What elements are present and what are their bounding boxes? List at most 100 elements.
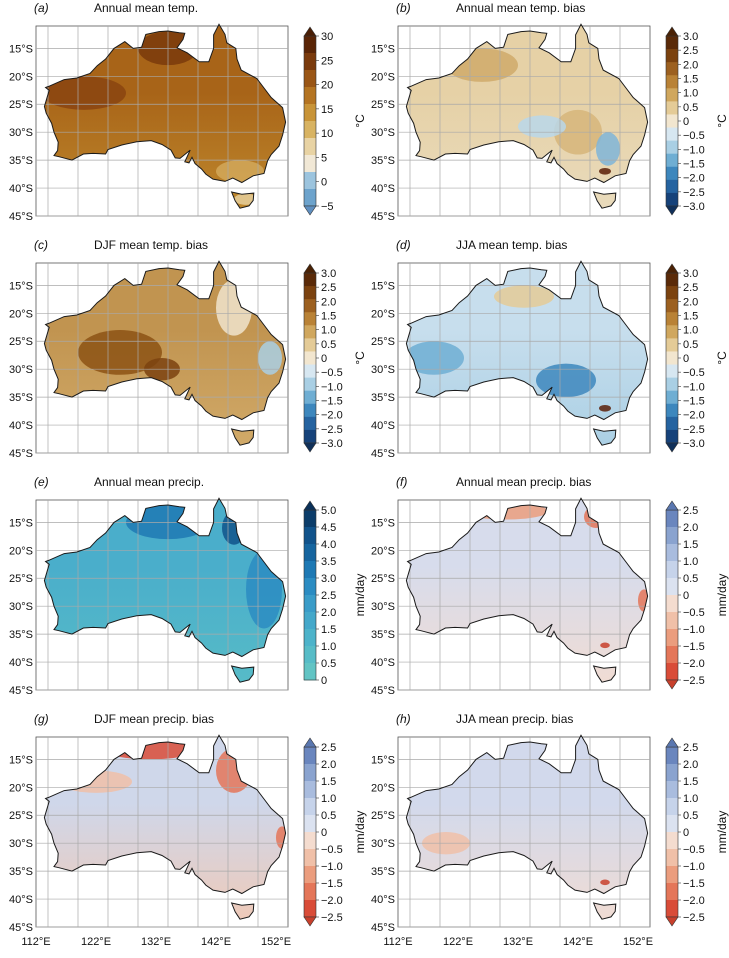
colorbar-segment: [666, 527, 678, 545]
coastline-tasmania: [230, 191, 255, 209]
panel-c: 15°S 20°S 25°S 30°S 35°S 40°S 45°S (c) DJF mean …: [9, 238, 367, 460]
colorbar-tick-label: 10: [321, 128, 333, 140]
field-anomaly: [600, 642, 610, 649]
colorbar-segment: [666, 127, 678, 142]
lat-tick-label: 35°S: [9, 155, 33, 167]
colorbar-segment: [304, 578, 316, 596]
lat-tick-label: 30°S: [9, 127, 33, 139]
colorbar-segment: [304, 377, 316, 392]
colorbar-segment: [304, 364, 316, 379]
colorbar-tick-label: 1.5: [321, 311, 336, 323]
panel-e: 15°S 20°S 25°S 30°S 35°S 40°S 45°S (e) Annual me…: [9, 475, 367, 697]
colorbar-segment: [666, 36, 678, 50]
lat-tick-label: 15°S: [9, 280, 33, 292]
lat-tick-label: 25°S: [371, 810, 395, 822]
colorbar-segment: [666, 510, 678, 528]
colorbar-segment: [304, 900, 316, 918]
colorbar-extend-max: [665, 263, 679, 274]
colorbar-tick-label: 0.5: [321, 339, 336, 351]
colorbar-extend-min: [665, 205, 679, 216]
colorbar: 2.5 2.0 1.5 1.0 0.5 0 −0.5 −1.0 −1.5 −2.0 −2.5 mm/d…: [665, 737, 729, 927]
lat-tick-label: 45°S: [371, 685, 395, 697]
lat-tick-label: 40°S: [371, 183, 395, 195]
colorbar-extend-max: [303, 737, 317, 748]
field-anomaly: [518, 115, 566, 138]
colorbar-segment: [666, 595, 678, 613]
colorbar-unit-label: mm/day: [353, 811, 367, 854]
colorbar-tick-label: 1.0: [683, 88, 698, 100]
colorbar-tick-label: 1.0: [321, 641, 336, 653]
colorbar-segment: [304, 390, 316, 405]
colorbar-segment: [666, 75, 678, 89]
colorbar-segment: [666, 798, 678, 816]
colorbar-segment: [666, 390, 678, 405]
panel-g: 15°S 20°S 25°S 30°S 35°S 40°S 45°S 112°E 122°E 13…: [9, 712, 367, 948]
colorbar-segment: [304, 36, 316, 54]
colorbar-tick-label: 1.5: [321, 624, 336, 636]
colorbar-tick-label: −1.0: [683, 861, 705, 873]
lat-tick-label: 40°S: [9, 894, 33, 906]
lat-tick-label: 15°S: [9, 754, 33, 766]
lat-tick-label: 45°S: [371, 448, 395, 460]
colorbar-segment: [304, 312, 316, 326]
panel-label: (e): [34, 475, 49, 489]
colorbar-segment: [304, 299, 316, 313]
colorbar-segment: [304, 286, 316, 300]
lat-tick-label: 20°S: [371, 308, 395, 320]
colorbar-tick-label: −2.5: [683, 912, 705, 924]
lon-tick-label: 142°E: [563, 936, 593, 948]
panel-title: Annual mean precip. bias: [456, 475, 591, 489]
colorbar-tick-label: 1.0: [321, 793, 336, 805]
panel-title: Annual mean precip.: [94, 475, 204, 489]
colorbar-extend-min: [665, 916, 679, 927]
colorbar-tick-label: −1.5: [321, 396, 343, 408]
colorbar-tick-label: −2.5: [683, 187, 705, 199]
lat-tick-label: 20°S: [9, 782, 33, 794]
colorbar-segment: [666, 88, 678, 102]
lat-tick-label: 35°S: [371, 155, 395, 167]
colorbar-segment: [304, 527, 316, 545]
lat-tick-label: 20°S: [9, 71, 33, 83]
colorbar-segment: [304, 798, 316, 816]
coastline-tasmania: [230, 428, 255, 446]
colorbar-extend-min: [303, 205, 317, 216]
colorbar-extend-min: [665, 442, 679, 453]
colorbar-segment: [666, 629, 678, 647]
colorbar: 2.5 2.0 1.5 1.0 0.5 0 −0.5 −1.0 −1.5 −2.0 −2.5 mm/d…: [303, 737, 367, 927]
lat-tick-label: 40°S: [9, 657, 33, 669]
colorbar-segment: [304, 53, 316, 71]
colorbar-segment: [304, 595, 316, 613]
lat-tick-label: 45°S: [9, 211, 33, 223]
colorbar: 5.0 4.5 4.0 3.5 3.0 2.5 2.0 1.5 1.0 0.5 0 mm/day: [303, 500, 367, 687]
colorbar-segment: [666, 403, 678, 418]
colorbar-tick-label: 1.5: [683, 776, 698, 788]
panel-b: 15°S 20°S 25°S 30°S 35°S 40°S 45°S (b) Annual me…: [371, 1, 729, 223]
colorbar-tick-label: 0.5: [321, 810, 336, 822]
panel-label: (h): [396, 712, 411, 726]
colorbar-unit-label: mm/day: [715, 811, 729, 854]
colorbar-segment: [304, 629, 316, 647]
colorbar-segment: [304, 832, 316, 850]
colorbar-tick-label: −0.5: [683, 367, 705, 379]
colorbar-segment: [666, 883, 678, 901]
coastline: [405, 23, 649, 184]
colorbar-tick-label: 1.0: [683, 325, 698, 337]
lon-tick-label: 112°E: [21, 936, 50, 948]
colorbar: 30 25 20 15 10 5 0 −5 °C: [303, 26, 367, 216]
colorbar-tick-label: −2.0: [683, 658, 705, 670]
lat-tick-label: 20°S: [9, 308, 33, 320]
lon-tick-label: 152°E: [623, 936, 653, 948]
colorbar-extend-max: [665, 26, 679, 37]
colorbar-tick-label: 3.0: [321, 573, 336, 585]
colorbar-segment: [666, 900, 678, 918]
field-anomaly: [258, 341, 282, 375]
lat-tick-label: 30°S: [371, 838, 395, 850]
colorbar-extend-max: [303, 263, 317, 274]
lat-tick-label: 25°S: [9, 573, 33, 585]
coastline: [405, 260, 649, 421]
colorbar-extend-max: [303, 500, 317, 511]
colorbar-segment: [304, 403, 316, 418]
colorbar-segment: [304, 416, 316, 431]
colorbar-segment: [304, 273, 316, 287]
colorbar-segment: [666, 153, 678, 168]
